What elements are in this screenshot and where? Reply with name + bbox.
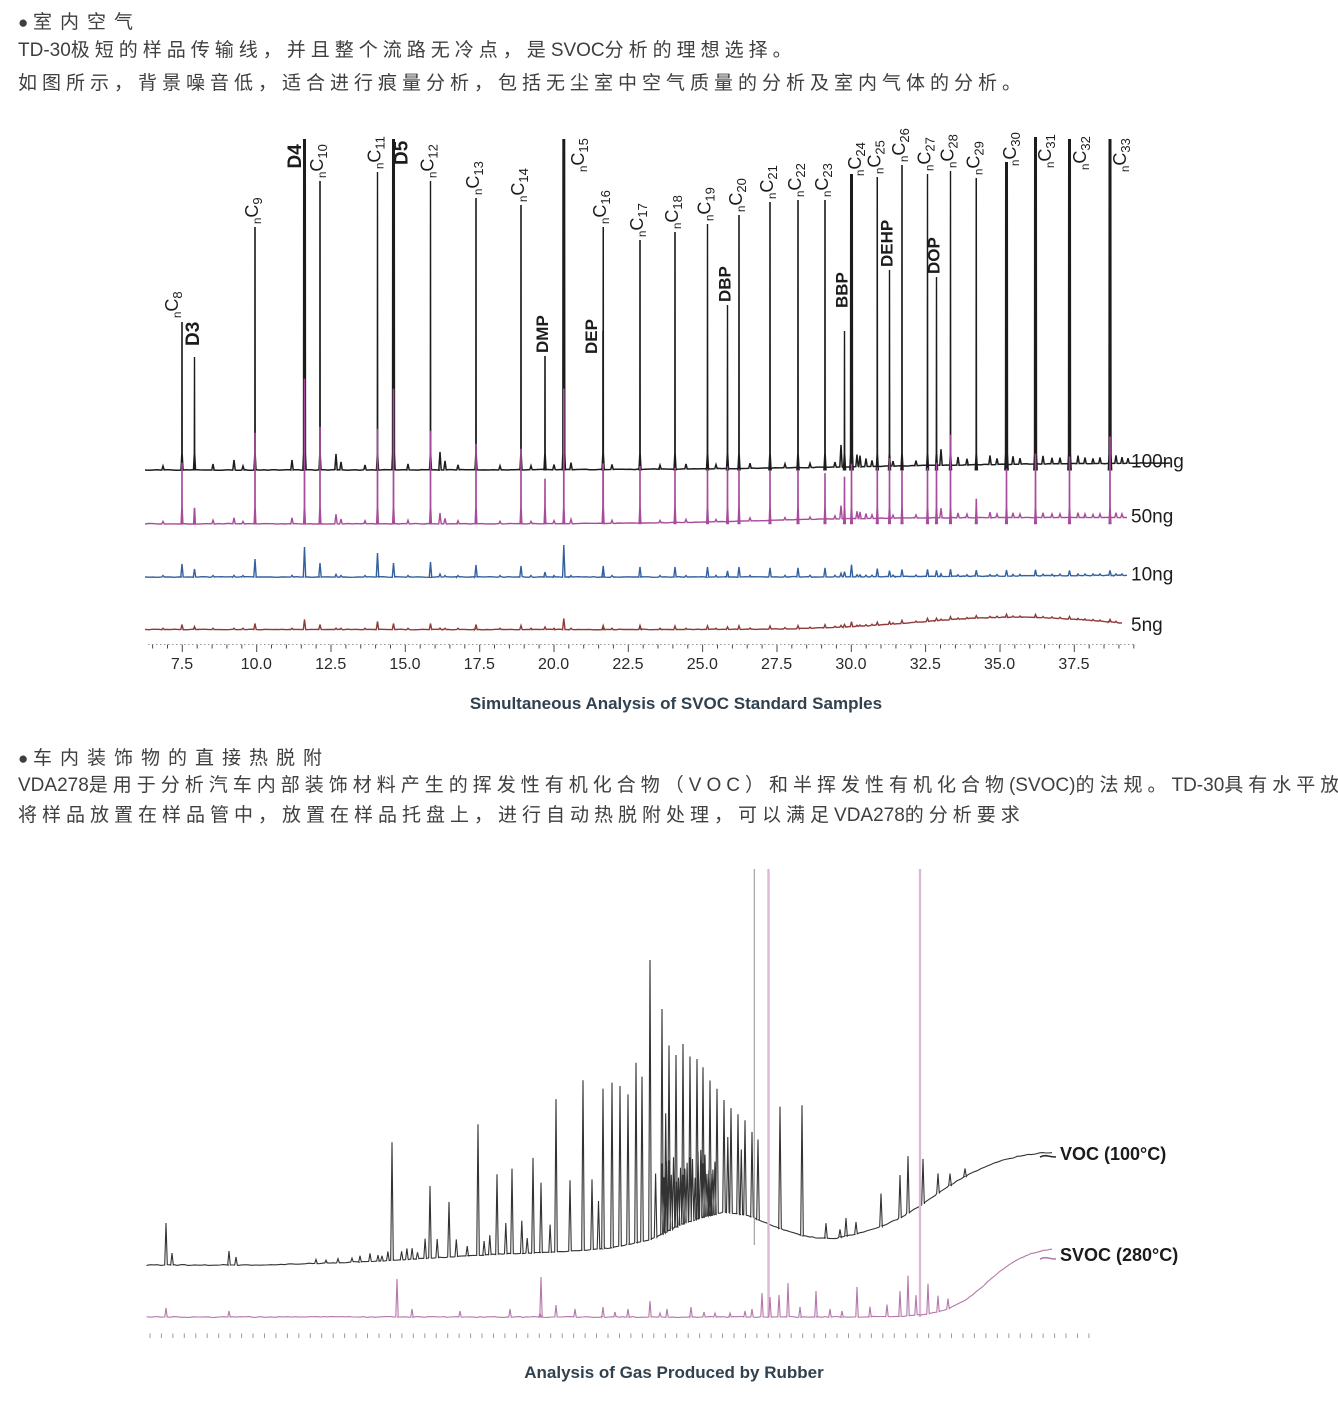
svg-text:nC17: nC17 <box>627 203 650 237</box>
svg-text:nC18: nC18 <box>662 195 685 229</box>
svg-text:nC31: nC31 <box>1035 134 1058 168</box>
svg-text:Simultaneous Analysis of SVOC: Simultaneous Analysis of SVOC Standard S… <box>470 694 882 713</box>
svg-text:D3: D3 <box>183 322 204 346</box>
svg-text:10.0: 10.0 <box>241 656 272 673</box>
svg-text:nC16: nC16 <box>590 190 613 224</box>
svg-text:DEP: DEP <box>582 319 601 354</box>
svg-text:30.0: 30.0 <box>835 656 866 673</box>
svg-text:15.0: 15.0 <box>389 656 420 673</box>
svg-text:nC26: nC26 <box>889 128 912 162</box>
svg-text:nC27: nC27 <box>915 137 938 171</box>
svg-text:7.5: 7.5 <box>171 656 193 673</box>
svg-text:37.5: 37.5 <box>1058 656 1089 673</box>
svg-text:nC20: nC20 <box>726 178 749 212</box>
svg-text:BBP: BBP <box>833 272 852 308</box>
svg-text:5ng: 5ng <box>1131 615 1163 636</box>
svg-text:nC15: nC15 <box>568 138 591 172</box>
svg-text:nC32: nC32 <box>1070 136 1093 170</box>
svg-text:nC23: nC23 <box>812 163 835 197</box>
svg-text:SVOC (280°C): SVOC (280°C) <box>1060 1245 1178 1265</box>
svg-text:nC21: nC21 <box>757 165 780 199</box>
svg-text:12.5: 12.5 <box>315 656 346 673</box>
svg-text:nC14: nC14 <box>508 168 531 202</box>
svg-text:nC29: nC29 <box>963 141 986 175</box>
svg-text:nC12: nC12 <box>418 144 441 178</box>
svg-text:32.5: 32.5 <box>910 656 941 673</box>
svg-text:100ng: 100ng <box>1131 452 1184 473</box>
svg-text:Analysis of Gas Produced by Ru: Analysis of Gas Produced by Rubber <box>524 1363 824 1382</box>
svg-text:nC13: nC13 <box>463 161 486 195</box>
svg-text:25.0: 25.0 <box>687 656 718 673</box>
svg-text:nC9: nC9 <box>242 197 265 224</box>
svg-text:nC33: nC33 <box>1110 138 1133 172</box>
svg-text:DEHP: DEHP <box>878 220 897 267</box>
svg-text:nC25: nC25 <box>864 140 887 174</box>
svg-text:50ng: 50ng <box>1131 507 1173 528</box>
svg-text:DMP: DMP <box>533 315 552 353</box>
svg-text:nC8: nC8 <box>162 291 185 318</box>
svg-text:DBP: DBP <box>716 266 735 302</box>
svg-text:nC10: nC10 <box>307 144 330 178</box>
svg-text:nC24: nC24 <box>845 142 868 176</box>
svg-text:DOP: DOP <box>925 237 944 274</box>
svg-text:VOC (100°C): VOC (100°C) <box>1060 1144 1166 1164</box>
svg-text:10ng: 10ng <box>1131 565 1173 586</box>
svg-text:D4: D4 <box>285 144 306 169</box>
svg-text:35.0: 35.0 <box>984 656 1015 673</box>
svg-text:nC30: nC30 <box>1000 132 1023 166</box>
svg-text:nC11: nC11 <box>365 136 388 169</box>
svg-text:27.5: 27.5 <box>761 656 792 673</box>
svg-text:D5: D5 <box>392 140 413 165</box>
svg-text:nC28: nC28 <box>938 134 961 168</box>
svg-text:17.5: 17.5 <box>464 656 495 673</box>
svg-text:nC19: nC19 <box>695 187 718 221</box>
svg-text:22.5: 22.5 <box>612 656 643 673</box>
svg-text:nC22: nC22 <box>785 163 808 197</box>
svg-text:20.0: 20.0 <box>538 656 569 673</box>
